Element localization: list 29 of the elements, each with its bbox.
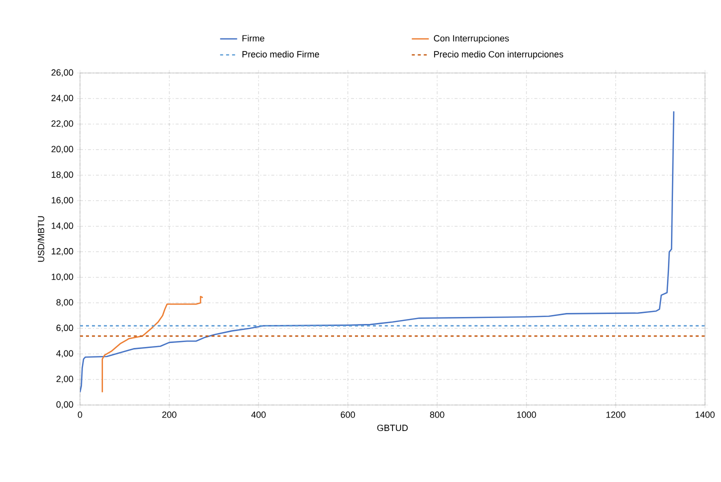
x-tick-label: 1400 <box>696 412 715 418</box>
legend-label: Firme <box>242 34 264 42</box>
y-tick-label: 24,00 <box>52 94 74 102</box>
x-tick-label: 1200 <box>606 412 626 418</box>
x-tick-label: 800 <box>430 412 444 418</box>
legend-label: Precio medio Con interrupciones <box>434 50 564 60</box>
y-tick-label: 16,00 <box>52 196 74 204</box>
legend-label: Con Interrupciones <box>434 34 509 44</box>
y-tick-label: 4,00 <box>56 350 74 358</box>
line-series <box>102 296 204 393</box>
x-tick-label: 200 <box>162 412 176 418</box>
x-axis-title: GBTUD <box>377 424 408 432</box>
x-tick-label: 400 <box>251 412 266 418</box>
x-tick-label: 1000 <box>517 412 536 418</box>
y-tick-label: 10,00 <box>52 274 74 282</box>
y-tick-label: 12,00 <box>52 248 74 256</box>
y-tick-label: 8,00 <box>56 299 74 307</box>
y-tick-label: 2,00 <box>56 376 74 384</box>
x-tick-label: 600 <box>340 412 355 418</box>
y-tick-label: 18,00 <box>52 171 74 179</box>
y-tick-label: 22,00 <box>52 120 74 128</box>
legend-label: Precio medio Firme <box>242 50 320 58</box>
y-axis-title: USD/MBTU <box>38 216 44 262</box>
y-tick-label: 0,00 <box>56 401 74 409</box>
y-tick-label: 26,00 <box>52 69 74 77</box>
y-tick-label: 14,00 <box>52 222 74 230</box>
y-tick-label: 6,00 <box>56 324 74 332</box>
x-tick-label: 0 <box>78 412 82 418</box>
y-tick-label: 20,00 <box>52 146 74 154</box>
